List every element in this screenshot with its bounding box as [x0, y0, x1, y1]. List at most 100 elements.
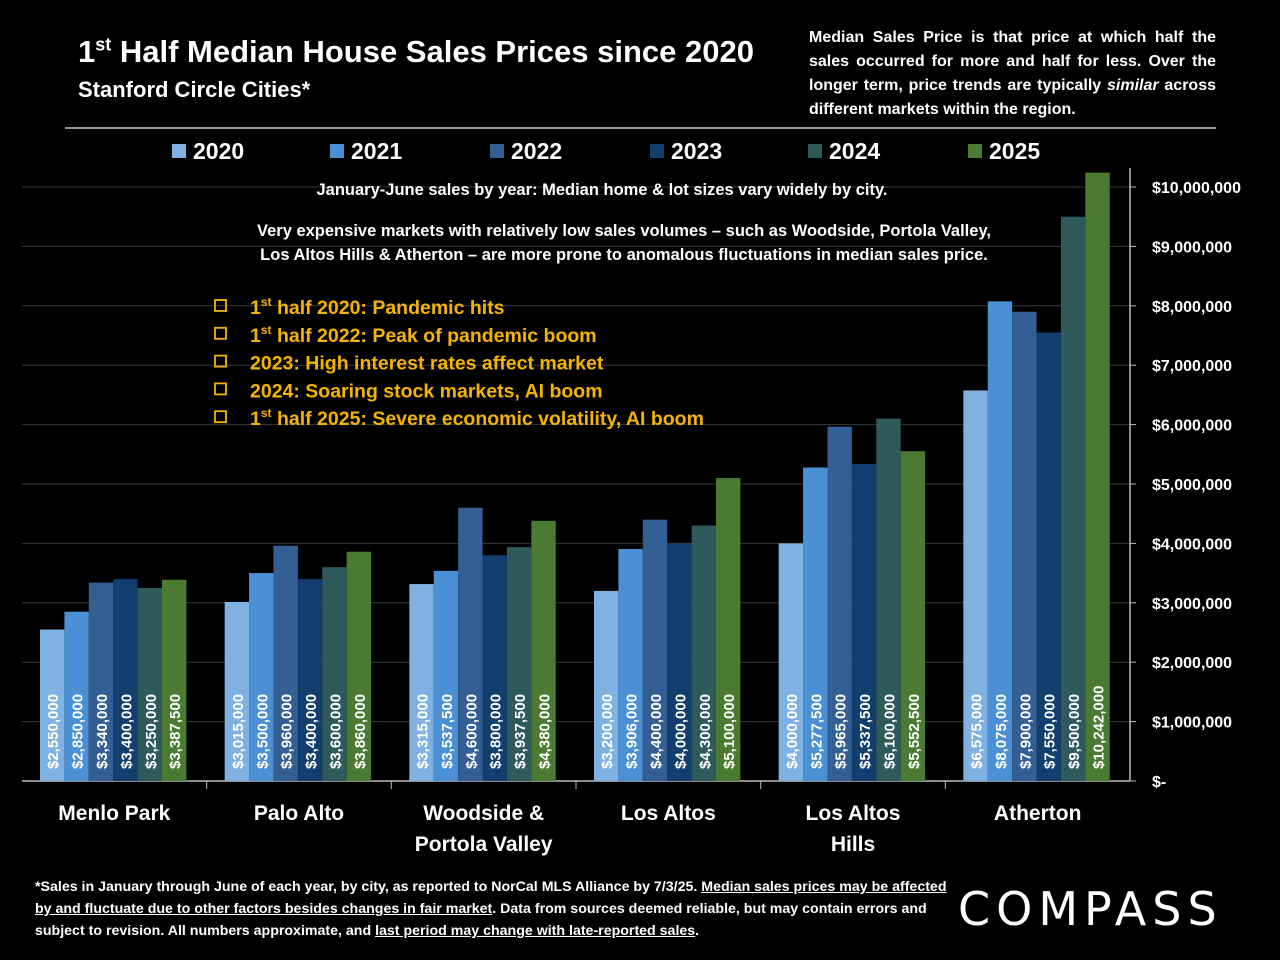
bar-value-label: $3,500,000: [254, 694, 271, 769]
legend-swatch-2022: [490, 144, 504, 158]
y-tick-label: $7,000,000: [1152, 358, 1232, 375]
y-tick-label: $3,000,000: [1152, 596, 1232, 613]
bar-value-label: $6,575,000: [969, 694, 986, 769]
bar-2021: [618, 548, 643, 781]
bar-2022: [88, 582, 114, 781]
legend-swatch-2025: [968, 144, 982, 158]
bar-2023: [667, 543, 692, 781]
category-label: Portola Valley: [415, 833, 553, 856]
bar-2023: [1036, 332, 1061, 781]
chart-subtitle: Stanford Circle Cities*: [78, 77, 311, 102]
bar-2024: [137, 587, 162, 781]
bar-value-label: $3,250,000: [143, 694, 160, 769]
annotation-line: Los Altos Hills & Atherton – are more pr…: [260, 246, 988, 264]
milestone-bullet: 1st half 2025: Severe economic volatilit…: [250, 406, 704, 430]
category-label: Hills: [831, 833, 875, 856]
bar-2021: [803, 467, 828, 781]
bar-2021: [64, 611, 89, 781]
bar-2023: [113, 579, 138, 781]
bar-2025: [346, 551, 372, 781]
bar-2025: [1085, 172, 1110, 782]
milestone-bullet: 2024: Soaring stock markets, AI boom: [250, 380, 603, 402]
legend-swatch-2020: [172, 144, 186, 158]
legend-label: 2022: [511, 138, 562, 164]
bar-2020: [40, 629, 65, 781]
bar-2023: [297, 579, 323, 781]
y-tick-label: $10,000,000: [1152, 180, 1241, 197]
checkbox-bullet-icon: [214, 299, 227, 312]
bar-value-label: $5,100,000: [721, 694, 738, 769]
bar-2020: [224, 601, 250, 781]
category-label: Palo Alto: [254, 802, 344, 825]
bar-2025: [162, 579, 187, 781]
bar-value-label: $3,315,000: [415, 694, 432, 769]
bar-value-label: $3,937,500: [512, 694, 529, 769]
bar-value-label: $5,552,500: [906, 694, 923, 769]
bar-value-label: $5,277,500: [808, 694, 825, 769]
bar-value-label: $4,600,000: [463, 694, 480, 769]
bar-2025: [716, 478, 741, 781]
bar-2023: [851, 463, 877, 781]
bar-value-label: $7,900,000: [1017, 694, 1034, 769]
bar-2020: [594, 590, 619, 781]
category-label: Los Altos: [621, 802, 716, 825]
bar-2022: [827, 426, 852, 781]
footnote: *Sales in January through June of each y…: [35, 879, 947, 939]
bar-value-label: $10,242,000: [1091, 686, 1108, 769]
bar-value-label: $2,550,000: [45, 694, 62, 769]
bar-2020: [778, 543, 804, 781]
bar-2020: [409, 584, 434, 781]
bar-value-label: $4,000,000: [672, 694, 689, 769]
legend-label: 2020: [193, 138, 244, 164]
y-tick-label: $6,000,000: [1152, 418, 1232, 435]
annotation-line: January-June sales by year: Median home …: [316, 181, 887, 199]
checkbox-bullet-icon: [214, 326, 227, 340]
legend-swatch-2023: [650, 144, 664, 158]
y-tick-label: $2,000,000: [1152, 655, 1232, 672]
bar-value-label: $3,400,000: [118, 694, 135, 769]
legend-swatch-2021: [330, 144, 344, 158]
bar-value-label: $3,387,500: [167, 694, 184, 769]
category-label: Los Altos: [806, 802, 901, 825]
bar-2022: [642, 519, 668, 781]
bar-value-label: $3,960,000: [279, 694, 296, 769]
bar-value-label: $3,860,000: [352, 694, 369, 769]
y-tick-label: $8,000,000: [1152, 299, 1232, 316]
bar-value-label: $8,075,000: [993, 694, 1010, 769]
bar-value-label: $2,850,000: [70, 694, 87, 769]
checkbox-bullet-icon: [214, 382, 227, 396]
bar-value-label: $7,550,000: [1042, 694, 1059, 769]
bar-2022: [1012, 311, 1037, 781]
bar-value-label: $3,340,000: [94, 694, 111, 769]
bar-value-label: $3,906,000: [624, 694, 641, 769]
bar-value-label: $3,537,500: [439, 694, 456, 769]
legend-label: 2021: [351, 138, 402, 164]
bar-2021: [433, 570, 459, 781]
category-label: Menlo Park: [58, 802, 170, 825]
y-tick-label: $1,000,000: [1152, 715, 1232, 732]
bar-2024: [876, 418, 901, 781]
bar-2023: [482, 555, 507, 781]
compass-logo: COMPASS: [958, 882, 1223, 936]
bar-value-label: $4,380,000: [537, 694, 554, 769]
legend-label: 2023: [671, 138, 722, 164]
y-tick-label: $4,000,000: [1152, 536, 1232, 553]
bar-2025: [900, 451, 926, 781]
checkbox-bullet-icon: [214, 410, 227, 424]
bar-2024: [691, 525, 716, 781]
bar-value-label: $9,500,000: [1066, 694, 1083, 769]
category-label: Atherton: [994, 802, 1082, 825]
milestone-bullet: 1st half 2020: Pandemic hits: [250, 295, 505, 319]
bar-2022: [273, 545, 298, 781]
bar-2025: [531, 520, 556, 781]
bar-value-label: $3,015,000: [230, 694, 247, 769]
bar-value-label: $4,300,000: [697, 694, 714, 769]
bar-2022: [458, 507, 483, 781]
bar-2021: [249, 573, 274, 781]
bar-2021: [987, 301, 1013, 781]
bar-value-label: $4,400,000: [648, 694, 665, 769]
annotation-line: Very expensive markets with relatively l…: [257, 222, 991, 240]
bar-2020: [963, 390, 988, 781]
bar-chart: $- $1,000,000 $2,000,000 $3,000,000 $4,000,0…: [22, 138, 1241, 856]
bar-value-label: $6,100,000: [881, 694, 898, 769]
